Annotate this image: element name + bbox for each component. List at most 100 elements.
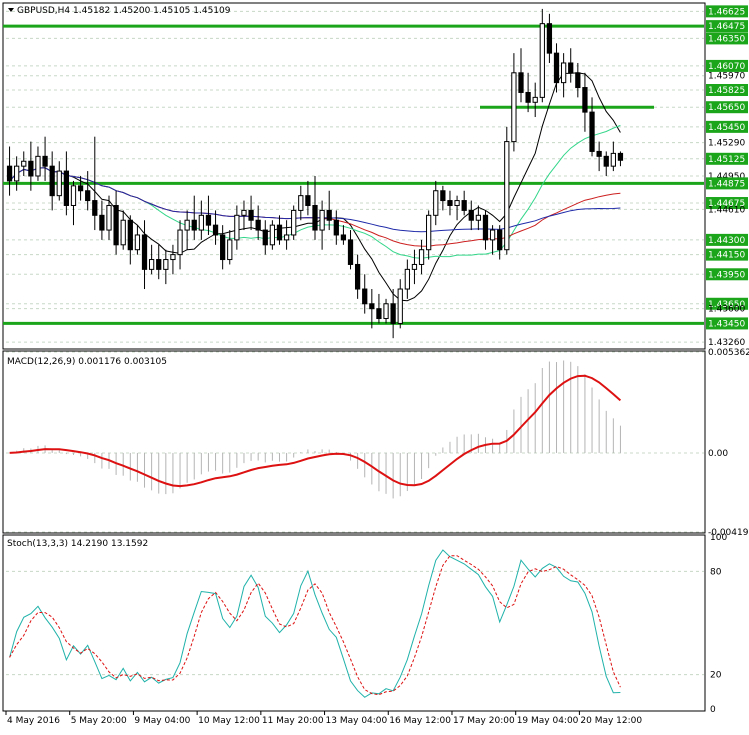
candle-body xyxy=(241,209,247,216)
stoch-lines xyxy=(9,549,621,698)
time-tick-label: 9 May 04:00 xyxy=(134,716,190,726)
candle-body xyxy=(546,23,553,54)
candle-body xyxy=(340,234,347,241)
candle-body xyxy=(255,219,261,231)
stoch-tick-label: 20 xyxy=(710,671,722,681)
candle-body xyxy=(6,165,13,182)
candle-body xyxy=(568,62,574,74)
price-tick-label: 1.43260 xyxy=(708,338,745,348)
candle-body xyxy=(426,214,432,251)
price-level-tag xyxy=(706,177,748,190)
candle-body xyxy=(404,268,410,290)
candle-body xyxy=(28,160,34,177)
candle-body xyxy=(220,234,226,261)
price-level-tag xyxy=(706,152,748,165)
candle-body xyxy=(610,152,616,167)
candle-body xyxy=(603,155,609,167)
macd-tick-label: 0.005362 xyxy=(708,348,749,358)
macd-signal-line xyxy=(9,374,622,488)
candle-body xyxy=(461,200,467,211)
macd-tick-label: 0.00 xyxy=(708,449,728,459)
macd-signal xyxy=(9,374,622,488)
price-tick-label: 1.46625 xyxy=(708,7,745,17)
price-tick-label: 1.43450 xyxy=(708,319,745,329)
candle-body xyxy=(433,190,439,216)
candle-body xyxy=(511,72,517,143)
candle-body xyxy=(362,288,368,305)
candle-body xyxy=(56,170,62,197)
time-tick-label: 19 May 04:00 xyxy=(517,716,579,726)
candle-body xyxy=(489,229,496,241)
price-tick-label: 1.46475 xyxy=(708,22,745,32)
candle-body xyxy=(390,303,396,324)
price-level-tag xyxy=(706,233,748,246)
price-level-tag xyxy=(706,32,748,45)
macd-axis: 0.005362 0.00 -0.004199 xyxy=(708,348,749,538)
candle-body xyxy=(127,219,133,251)
candle-body xyxy=(319,209,325,231)
candle-body xyxy=(454,200,460,206)
candle-body xyxy=(582,87,588,113)
candle-body xyxy=(525,91,531,103)
macd-grid xyxy=(6,351,704,533)
candle-body xyxy=(411,263,418,270)
candle-body xyxy=(383,303,389,320)
price-levels xyxy=(3,24,704,325)
candle-body xyxy=(120,219,126,246)
candle-body xyxy=(596,150,602,157)
price-level-tag xyxy=(706,197,748,210)
price-tick-label: 1.44875 xyxy=(708,179,745,189)
candle-body xyxy=(198,214,204,231)
candle-body xyxy=(482,214,489,241)
candle-body xyxy=(35,155,41,177)
symbol-header: GBPUSD,H4 1.45182 1.45200 1.45105 1.4510… xyxy=(17,6,231,16)
candle-body xyxy=(376,308,382,320)
candles xyxy=(6,8,624,339)
price-tick-label: 1.44150 xyxy=(708,251,745,261)
price-tick-label: 1.45825 xyxy=(708,86,745,96)
candle-body xyxy=(518,72,524,93)
price-level-tag xyxy=(706,248,748,261)
candle-body xyxy=(85,190,91,202)
stoch-tick-label: 100 xyxy=(710,533,727,543)
candle-body xyxy=(269,224,276,246)
price-level-tag xyxy=(706,59,748,72)
candle-body xyxy=(177,229,183,256)
candle-body xyxy=(156,259,162,270)
time-axis: 4 May 2016 5 May 20:00 9 May 04:00 10 May 1… xyxy=(5,711,642,726)
candle-body xyxy=(347,239,354,265)
price-level-tag xyxy=(706,297,748,310)
candle-body xyxy=(92,200,98,216)
price-level-tag xyxy=(706,120,748,133)
candle-body xyxy=(354,263,361,290)
candle-body xyxy=(617,152,624,161)
candle-body xyxy=(553,52,560,84)
candle-body xyxy=(99,214,105,231)
candle-body xyxy=(148,259,155,270)
collapse-icon[interactable] xyxy=(8,8,14,12)
price-tick-label: 1.45970 xyxy=(708,72,745,82)
price-level-tag xyxy=(706,101,748,114)
time-tick-label: 4 May 2016 xyxy=(7,716,60,726)
candle-body xyxy=(70,185,77,206)
candle-body xyxy=(447,200,453,206)
time-tick-label: 16 May 12:00 xyxy=(389,716,451,726)
candle-body xyxy=(106,204,112,231)
price-level-tag xyxy=(706,268,748,281)
stoch-tick-label: 0 xyxy=(710,705,716,715)
price-tick-label: 1.45450 xyxy=(708,123,745,133)
macd-pane xyxy=(2,350,706,534)
candle-body xyxy=(560,62,567,84)
candle-body xyxy=(326,209,332,221)
price-tick-label: 1.43600 xyxy=(708,305,745,315)
candle-body xyxy=(276,224,283,241)
candle-body xyxy=(298,195,304,211)
candle-body xyxy=(227,239,233,261)
candle-body xyxy=(283,234,290,241)
candle-body xyxy=(191,219,197,231)
candle-body xyxy=(170,254,176,261)
candle-body xyxy=(312,204,318,231)
candle-body xyxy=(184,219,190,231)
